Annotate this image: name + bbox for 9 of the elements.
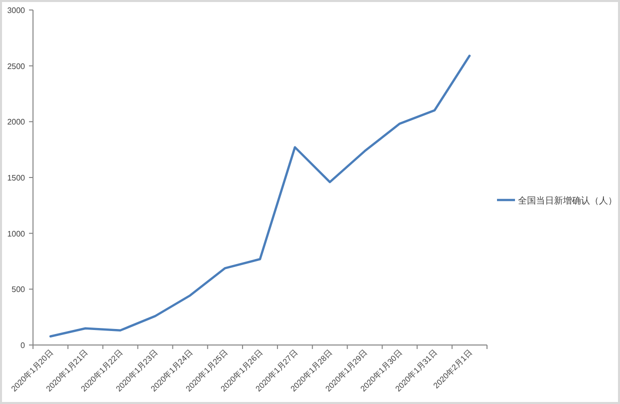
y-tick-label: 1500	[7, 174, 26, 182]
y-tick-label: 2000	[7, 118, 26, 127]
y-tick-label: 2500	[7, 62, 26, 71]
y-tick-label: 3000	[7, 6, 26, 15]
line-series	[49, 54, 471, 338]
y-tick-label: 0	[20, 341, 26, 350]
y-tick-label: 500	[12, 285, 26, 294]
y-tick-label: 1000	[7, 229, 26, 238]
legend-label: 全国当日新增确认（人）	[518, 196, 617, 206]
